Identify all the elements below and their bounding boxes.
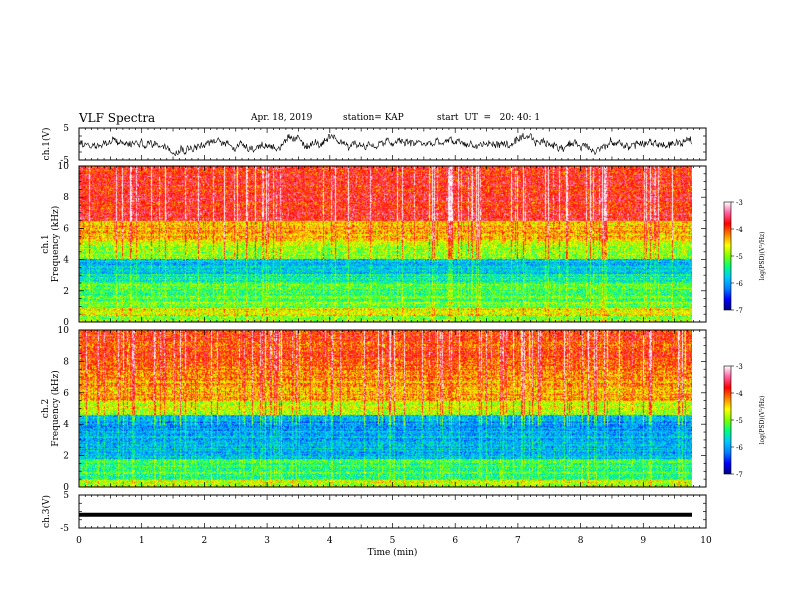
x-tick-label-9: 9 <box>640 536 646 546</box>
x-tick-label-5: 5 <box>390 536 396 546</box>
ch2-spec-y-tick-label-2: 4 <box>63 420 69 430</box>
x-axis-label: Time (min) <box>368 547 418 558</box>
ch1-spectrogram-image <box>79 166 692 322</box>
ch1-y-tick-label-0: 5 <box>63 124 69 134</box>
x-tick-label-7: 7 <box>515 536 521 546</box>
x-tick-label-2: 2 <box>202 536 208 546</box>
ch3-y-tick-label-0: 5 <box>63 491 69 501</box>
spectrogram-images <box>79 166 692 487</box>
ch2-spec-y-axis-channel: ch.2 <box>41 399 51 418</box>
x-tick-label-1: 1 <box>139 536 145 546</box>
ch2-spec-cb-tick-label-0: -3 <box>736 363 743 371</box>
ch1-spec-y-axis-label: Frequency (kHz) <box>50 206 61 283</box>
ch1-waveform-line <box>78 132 692 157</box>
ch2-spec-cb-tick-label-3: -6 <box>736 444 743 452</box>
ch1-spec-y-tick-label-1: 2 <box>63 287 69 297</box>
x-tick-label-8: 8 <box>578 536 584 546</box>
ch1-spec-y-tick-label-4: 8 <box>63 193 69 203</box>
ch2-spec-y-tick-label-0: 0 <box>63 483 69 493</box>
ch2-spectrogram-image <box>79 330 692 487</box>
ch1-spec-cb-tick-label-0: -3 <box>736 199 743 207</box>
ch1-y-tick-label-1: -5 <box>60 156 69 166</box>
ch2-spec-y-axis-label: Frequency (kHz) <box>50 370 61 447</box>
ch3-y-tick-label-1: -5 <box>60 524 69 534</box>
ch1-spec-colorbar <box>723 201 732 311</box>
ch1-spec-y-tick-label-3: 6 <box>63 224 69 234</box>
figure-title: VLF Spectra <box>79 111 156 125</box>
tick-marks <box>78 127 707 529</box>
ch2-spec-y-tick-label-1: 2 <box>63 452 69 462</box>
start-time-label: start UT = 20: 40: 1 <box>437 113 541 123</box>
ch2-spec-colorbar <box>723 365 732 475</box>
colorbars: -3 -4 -5 -6 -7 log(PSD)(V²/Hz) -3 -4 -5 -6 -7 log(P… <box>723 199 766 479</box>
ch1-spec-cb-tick-label-4: -7 <box>736 307 743 315</box>
ch1-spec-cb-tick-label-1: -4 <box>736 226 743 234</box>
waveform-traces <box>78 132 692 517</box>
ch1-spec-cb-label: log(PSD)(V²/Hz) <box>759 232 766 281</box>
x-tick-label-3: 3 <box>264 536 270 546</box>
ch2-spec-cb-tick-label-2: -5 <box>736 417 743 425</box>
x-tick-label-4: 4 <box>327 536 333 546</box>
ch1-spec-y-tick-label-0: 0 <box>63 318 69 328</box>
ch3-y-axis-label: ch.3(V) <box>41 495 52 528</box>
x-tick-label-0: 0 <box>76 536 82 546</box>
station-label: station= KAP <box>343 113 404 123</box>
ch2-spec-y-tick-label-3: 6 <box>63 389 69 399</box>
ch2-spec-cb-label: log(PSD)(V²/Hz) <box>759 396 766 445</box>
ch2-spec-y-tick-label-4: 8 <box>63 357 69 367</box>
ch1-y-axis-label: ch.1(V) <box>41 128 52 161</box>
ch1-spec-y-axis-channel: ch.1 <box>41 234 51 253</box>
ch1-spec-cb-tick-label-3: -6 <box>736 280 743 288</box>
x-tick-label-10: 10 <box>700 536 712 546</box>
observation-date: Apr. 18, 2019 <box>251 113 313 123</box>
ch1-spec-y-tick-label-5: 10 <box>58 162 70 172</box>
ch2-spec-cb-tick-label-1: -4 <box>736 390 743 398</box>
ch2-spec-cb-tick-label-4: -7 <box>736 471 743 479</box>
ch1-spec-y-tick-label-2: 4 <box>63 256 69 266</box>
ch2-spec-y-tick-label-5: 10 <box>58 326 70 336</box>
ch1-spec-cb-tick-label-2: -5 <box>736 253 743 261</box>
x-tick-label-6: 6 <box>452 536 458 546</box>
